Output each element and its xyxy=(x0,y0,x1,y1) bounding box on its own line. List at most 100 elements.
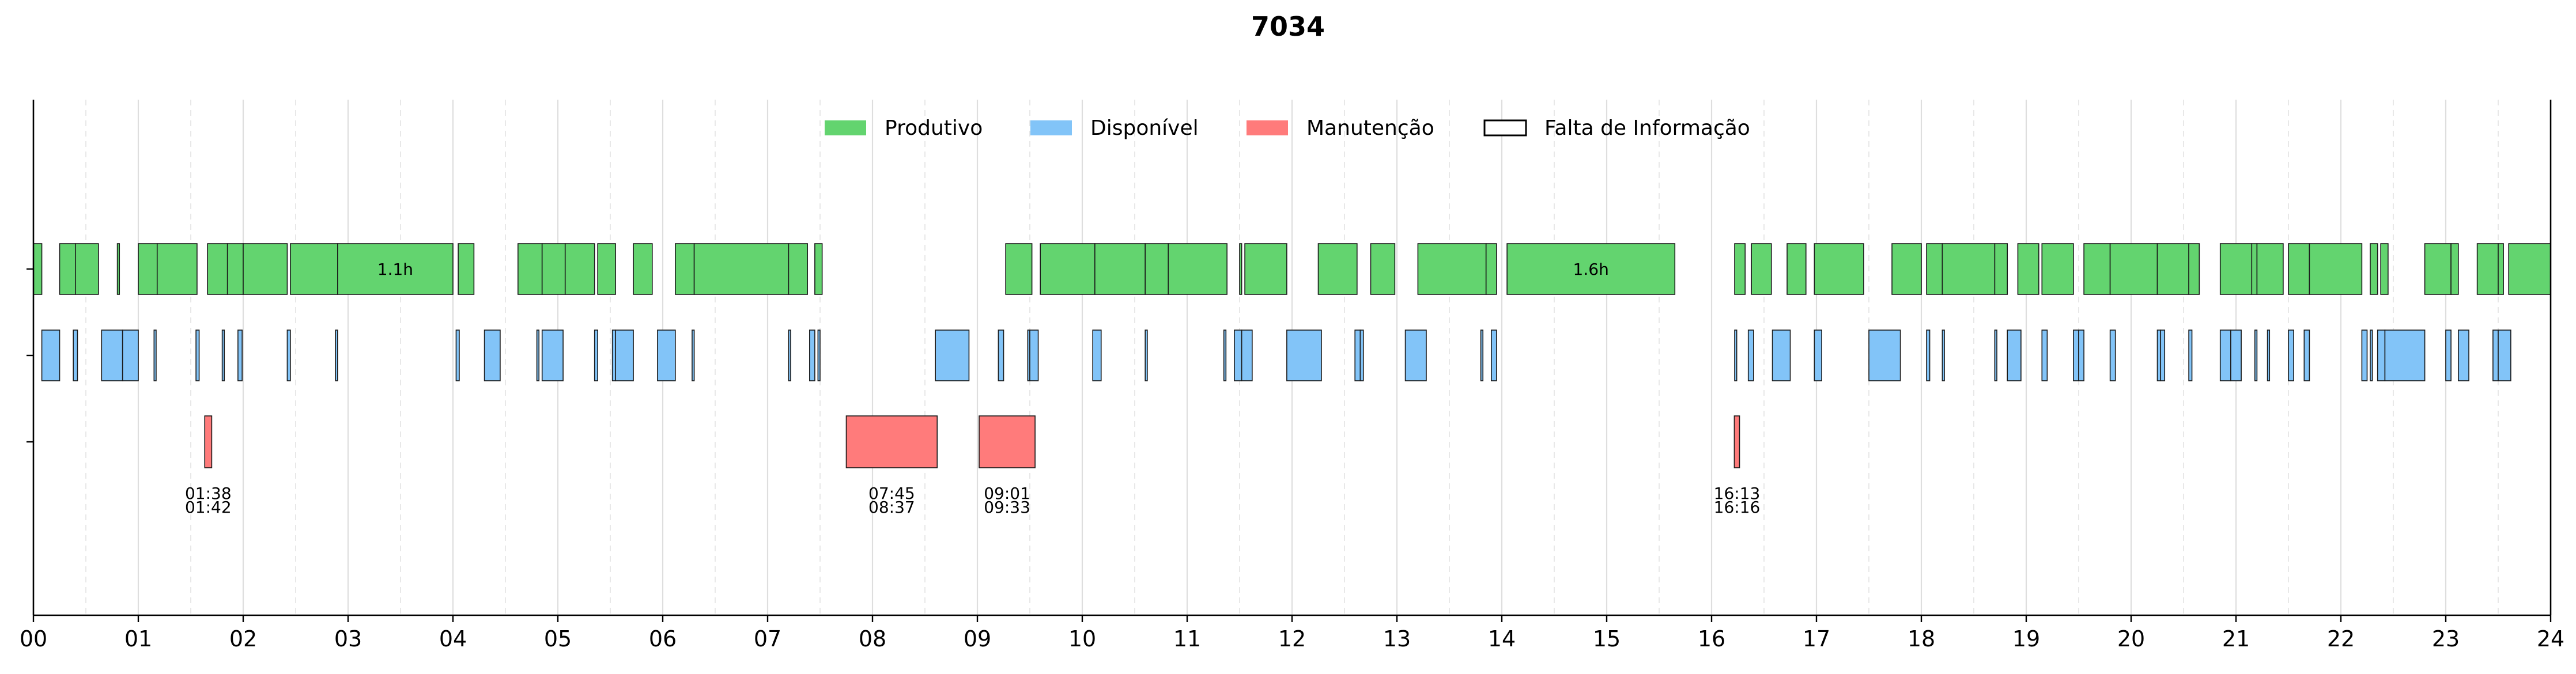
bar-dispon-vel xyxy=(657,330,676,381)
bar-dispon-vel xyxy=(2073,330,2079,381)
bar-produtivo xyxy=(2424,243,2452,295)
bar-produtivo xyxy=(2370,243,2378,295)
bar-produtivo xyxy=(564,243,595,295)
x-tick-label: 20 xyxy=(2117,626,2145,652)
bar-dispon-vel xyxy=(455,330,460,381)
bar-produtivo xyxy=(1040,243,1096,295)
bar-produtivo xyxy=(675,243,695,295)
bar-produtivo xyxy=(597,243,616,295)
bar-dispon-vel xyxy=(1286,330,1322,381)
bar-dispon-vel xyxy=(2458,330,2469,381)
bar-dispon-vel xyxy=(1145,330,1148,381)
bar-dispon-vel xyxy=(237,330,243,381)
bar-produtivo xyxy=(243,243,288,295)
bar-dispon-vel xyxy=(153,330,157,381)
legend-label: Produtivo xyxy=(885,116,983,140)
x-tick-label: 03 xyxy=(334,626,362,652)
bar-dispon-vel xyxy=(73,330,78,381)
legend-label: Manutenção xyxy=(1306,116,1434,140)
x-tick-label: 09 xyxy=(964,626,991,652)
bar-produtivo xyxy=(1814,243,1864,295)
bar-produtivo xyxy=(2380,243,2389,295)
bar-produtivo xyxy=(1786,243,1807,295)
bar-dispon-vel xyxy=(611,330,616,381)
chart-title: 7034 xyxy=(1251,11,1325,42)
maintenance-end-label: 01:42 xyxy=(185,498,232,517)
bar-produtivo xyxy=(814,243,823,295)
bar-produtivo xyxy=(788,243,808,295)
bar-dispon-vel xyxy=(1491,330,1497,381)
bar-dispon-vel xyxy=(2303,330,2310,381)
legend: Produtivo Disponível Manutenção Falta de In… xyxy=(825,116,1750,140)
bar-dispon-vel xyxy=(2288,330,2294,381)
bar-dispon-vel xyxy=(2377,330,2386,381)
x-tick-label: 07 xyxy=(754,626,781,652)
bar-produtivo xyxy=(1751,243,1772,295)
bar-produtivo xyxy=(59,243,76,295)
bar-produtivo xyxy=(693,243,790,295)
legend-label: Falta de Informação xyxy=(1544,116,1750,140)
bar-dispon-vel xyxy=(998,330,1004,381)
bar-produtivo xyxy=(1145,243,1169,295)
maintenance-end-label: 16:16 xyxy=(1714,498,1761,517)
maintenance-start-label: 07:45 xyxy=(868,484,915,503)
x-tick-label: 04 xyxy=(439,626,467,652)
bar-produtivo xyxy=(116,243,120,295)
bar-produtivo xyxy=(518,243,543,295)
bar-produtivo xyxy=(226,243,244,295)
bar-dispon-vel xyxy=(1234,330,1242,381)
bar-dispon-vel xyxy=(1994,330,1997,381)
bar-produtivo xyxy=(1485,243,1497,295)
bar-dispon-vel xyxy=(2007,330,2022,381)
bar-produtivo xyxy=(33,243,43,295)
x-tick-label: 00 xyxy=(20,626,47,652)
bar-dispon-vel xyxy=(2219,330,2231,381)
bar-dispon-vel xyxy=(1029,330,1039,381)
bar-dispon-vel xyxy=(2156,330,2161,381)
bar-produtivo xyxy=(2109,243,2158,295)
bar-dispon-vel xyxy=(2498,330,2511,381)
x-tick-label: 22 xyxy=(2327,626,2355,652)
bar-produtivo xyxy=(2256,243,2284,295)
bar-dispon-vel xyxy=(1772,330,1791,381)
bar-produtivo xyxy=(75,243,99,295)
bar-dispon-vel xyxy=(1092,330,1102,381)
maintenance-end-label: 08:37 xyxy=(868,498,915,517)
legend-swatch xyxy=(825,120,866,135)
bar-dispon-vel xyxy=(615,330,634,381)
bar-produtivo xyxy=(2041,243,2074,295)
bar-manuten-o xyxy=(979,415,1036,468)
bar-manuten-o xyxy=(845,415,938,468)
bar-dispon-vel xyxy=(1814,330,1822,381)
bar-dispon-vel xyxy=(1241,330,1253,381)
bar-produtivo xyxy=(1168,243,1227,295)
x-tick-label: 24 xyxy=(2537,626,2564,652)
legend-swatch xyxy=(1030,120,1072,135)
bar-dispon-vel xyxy=(2160,330,2166,381)
bar-produtivo xyxy=(2017,243,2039,295)
bar-dispon-vel xyxy=(2254,330,2258,381)
bar-dispon-vel xyxy=(541,330,564,381)
bar-dispon-vel xyxy=(935,330,970,381)
x-tick-label: 11 xyxy=(1173,626,1201,652)
bar-dispon-vel xyxy=(788,330,791,381)
bar-dispon-vel xyxy=(2078,330,2084,381)
bar-produtivo xyxy=(1417,243,1487,295)
bar-produtivo xyxy=(2508,243,2551,295)
bar-dispon-vel xyxy=(2188,330,2193,381)
legend-swatch xyxy=(1483,119,1527,137)
bar-produtivo xyxy=(138,243,158,295)
bar-produtivo xyxy=(2219,243,2253,295)
x-tick-label: 05 xyxy=(544,626,572,652)
bar-dispon-vel xyxy=(809,330,815,381)
bar-manuten-o xyxy=(204,415,213,468)
bar-dispon-vel xyxy=(2492,330,2499,381)
bar-produtivo xyxy=(2188,243,2200,295)
x-tick-label: 14 xyxy=(1488,626,1516,652)
bar-produtivo xyxy=(156,243,198,295)
bar-produtivo xyxy=(207,243,228,295)
bar-dispon-vel xyxy=(41,330,61,381)
bar-dispon-vel xyxy=(2445,330,2452,381)
bar-dispon-vel xyxy=(1223,330,1227,381)
